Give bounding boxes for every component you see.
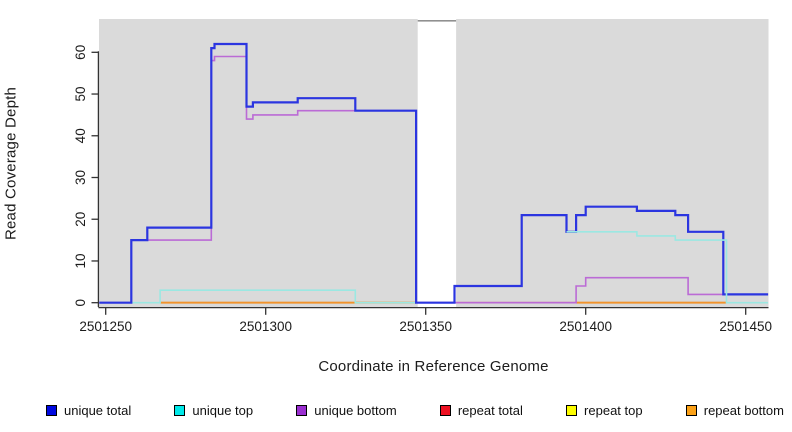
legend-label: unique bottom [314, 402, 397, 418]
legend-label: repeat top [584, 402, 643, 418]
legend-item-unique-total: unique total [46, 403, 131, 418]
y-tick-label: 60 [73, 45, 88, 60]
legend-label: repeat total [457, 402, 523, 418]
legend: unique total unique top unique bottom repea… [46, 399, 784, 421]
legend-swatch-repeat-top [566, 404, 578, 416]
legend-item-unique-bottom: unique bottom [296, 402, 397, 418]
legend-item-unique-top: unique top [174, 403, 253, 418]
y-tick-label: 40 [73, 128, 88, 143]
legend-swatch-unique-total [46, 404, 57, 416]
x-tick-label: 2501450 [719, 319, 772, 334]
x-tick-label: 2501350 [399, 319, 452, 334]
legend-item-repeat-top: repeat top [566, 403, 643, 418]
legend-swatch-unique-bottom [296, 404, 308, 416]
legend-label: repeat bottom [703, 402, 784, 418]
x-tick-label: 2501400 [559, 319, 612, 334]
unique-total-line [99, 42, 769, 304]
x-tick-label: 2501300 [239, 319, 292, 334]
y-tick-label: 0 [73, 299, 88, 307]
legend-swatch-repeat-bottom [685, 404, 697, 416]
y-tick-label: 20 [73, 212, 88, 227]
masked-region [417, 19, 457, 307]
masked-region-top-border [417, 20, 457, 22]
y-tick-label: 30 [73, 170, 88, 185]
coverage-plot-canvas: 0 10 20 30 40 50 60 2501250 2501300 2501350 250140… [73, 19, 772, 334]
unique-top-line [566, 231, 769, 304]
legend-swatch-repeat-total [439, 404, 451, 416]
x-tick-label: 2501250 [79, 319, 132, 334]
legend-swatch-unique-top [174, 404, 186, 416]
x-axis-title: Coordinate in Reference Genome [318, 358, 549, 375]
legend-item-repeat-total: repeat total [439, 402, 523, 418]
unique-top-line [99, 289, 417, 304]
y-axis-title: Read Coverage Depth [2, 86, 20, 241]
legend-label: unique total [64, 402, 132, 418]
legend-item-repeat-bottom: repeat bottom [685, 402, 784, 418]
legend-label: unique top [192, 402, 254, 418]
y-tick-label: 10 [73, 253, 88, 268]
y-tick-label: 50 [73, 86, 88, 101]
